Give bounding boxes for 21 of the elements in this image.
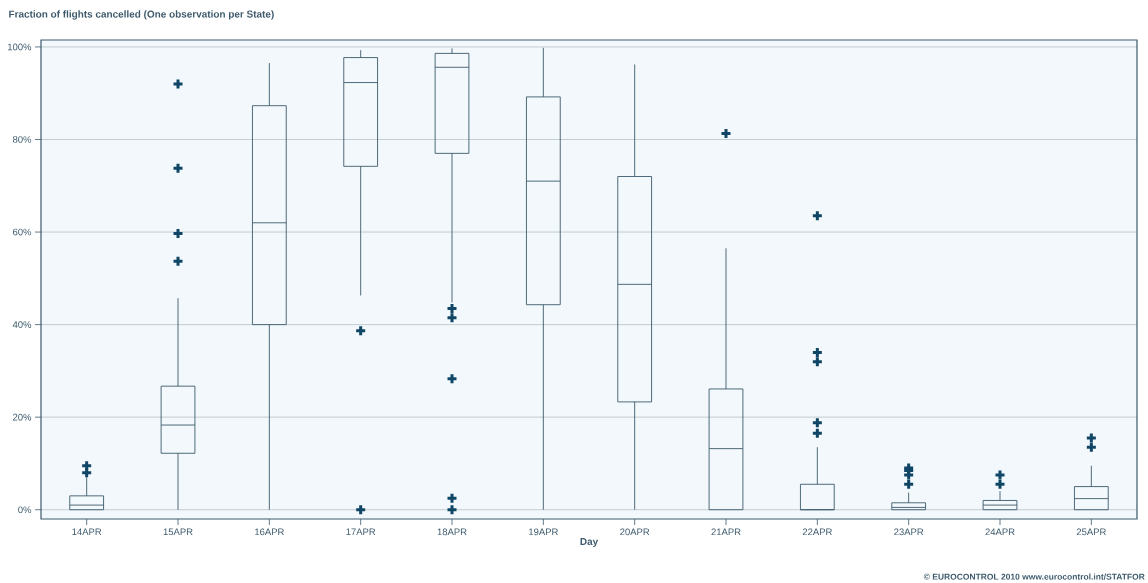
y-tick-label: 0% [18, 506, 32, 514]
y-tick-label: 20% [13, 413, 32, 421]
x-tick-label: 16APR [255, 528, 284, 536]
x-tick-label: 18APR [437, 528, 467, 536]
x-axis-title: Day [580, 538, 599, 547]
text: © EUROCONTROL 2010 www.eurocontrol.int/STATFOR [923, 573, 1145, 580]
x-tick-label: 25APR [1076, 528, 1106, 536]
x-tick-label: 20APR [620, 528, 650, 536]
x-tick-label: 17APR [346, 528, 376, 536]
chart-title: Fraction of flights cancelled (One observation per State) [9, 10, 274, 20]
y-tick-label: 100% [8, 43, 32, 51]
x-tick-label: 22APR [802, 528, 832, 536]
y-tick-label: 40% [12, 321, 32, 328]
x-tick-label: 15APR [163, 528, 193, 536]
x-tick-label: 19APR [529, 528, 558, 536]
x-tick-label: 24APR [985, 528, 1015, 536]
y-tick-label: 60% [13, 228, 32, 236]
x-tick-label: 14APR [72, 528, 102, 536]
x-tick-label: 23APR [894, 528, 924, 536]
y-tick-label: 80% [12, 136, 32, 143]
x-tick-label: 21APR [711, 528, 741, 536]
